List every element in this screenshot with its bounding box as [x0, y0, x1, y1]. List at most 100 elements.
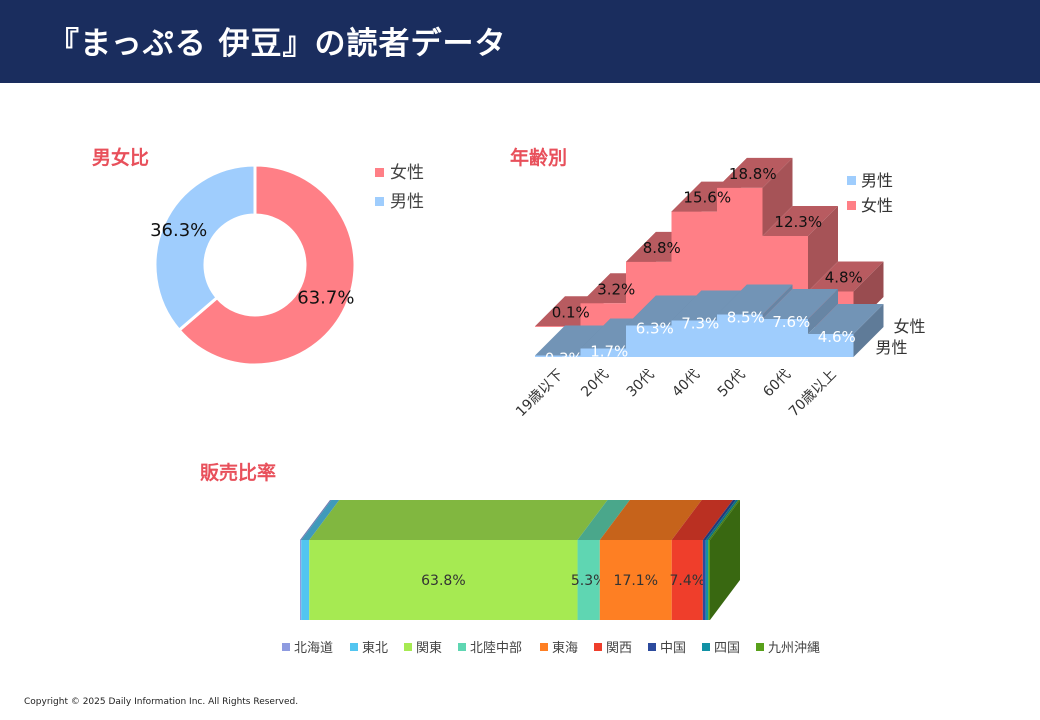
sales-legend-label-7: 四国 [714, 641, 740, 656]
sales-segment-2 [309, 540, 578, 620]
sales-segment-1 [301, 540, 310, 620]
male-value-label-4: 8.5% [727, 309, 765, 327]
age-chart-title: 年齢別 [510, 147, 568, 169]
age-legend-swatch-1 [847, 201, 856, 210]
age-category-label-2: 30代 [624, 367, 658, 401]
donut-slice-0 [177, 163, 357, 367]
sales-top-5 [671, 500, 733, 540]
age-legend-label-1: 女性 [861, 196, 893, 215]
female-riser-4 [762, 157, 793, 236]
sales-top-2 [309, 500, 608, 540]
male-riser-5 [808, 289, 838, 334]
sales-legend-label-3: 北陸中部 [470, 640, 522, 656]
sales-value-label-4: 17.1% [614, 573, 658, 589]
male-value-label-0: 0.3% [545, 350, 583, 368]
age-category-label-0: 19歳以下 [513, 367, 567, 421]
sales-legend-label-6: 中国 [660, 641, 686, 656]
sales-top-7 [705, 500, 739, 540]
sales-segment-4 [599, 540, 672, 620]
sales-legend-label-8: 九州沖縄 [768, 641, 820, 656]
female-value-label-2: 8.8% [643, 239, 681, 257]
age-category-label-4: 50代 [715, 367, 749, 401]
male-area [535, 314, 854, 357]
sales-segment-3 [577, 540, 600, 620]
male-top-3 [671, 290, 747, 321]
legend-swatch-1 [375, 197, 384, 206]
gender-chart-title: 男女比 [92, 147, 150, 169]
female-riser-5 [808, 206, 838, 292]
sales-legend-swatch-5 [594, 643, 602, 651]
male-value-label-6: 4.6% [818, 328, 856, 346]
male-top-0 [535, 325, 611, 356]
sales-side-face [710, 500, 740, 620]
female-value-label-1: 3.2% [597, 280, 635, 298]
sales-legend-label-5: 関西 [606, 641, 632, 656]
sales-legend-swatch-3 [458, 643, 466, 651]
sales-segment-5 [671, 540, 703, 620]
sales-value-label-2: 63.8% [421, 573, 465, 589]
sales-legend-swatch-2 [404, 643, 412, 651]
male-top-4 [717, 284, 793, 315]
copyright-text: Copyright © 2025 Daily Information Inc. … [24, 697, 299, 707]
page-header: 『まっぷる 伊豆』の読者データ [0, 0, 1040, 83]
donut-value-label-0: 63.7% [297, 288, 354, 309]
male-top-5 [762, 289, 838, 319]
female-value-label-4: 18.8% [729, 165, 777, 183]
sales-chart-title: 販売比率 [200, 462, 277, 484]
sales-top-0 [300, 500, 332, 540]
sales-legend-label-1: 東北 [362, 640, 388, 656]
donut-slice-1 [153, 163, 257, 333]
sales-legend-swatch-6 [648, 643, 656, 651]
sales-segment-7 [705, 540, 709, 620]
sales-legend-swatch-7 [702, 643, 710, 651]
sales-segment-6 [702, 540, 706, 620]
sales-value-label-3: 5.3% [571, 573, 607, 589]
female-value-label-5: 12.3% [774, 213, 822, 231]
sales-legend-label-0: 北海道 [294, 641, 333, 656]
legend-label-0: 女性 [390, 163, 424, 183]
legend-swatch-0 [375, 168, 384, 177]
sales-top-6 [702, 500, 736, 540]
page-title: 『まっぷる 伊豆』の読者データ [48, 26, 507, 62]
sales-legend-swatch-4 [540, 643, 548, 651]
sales-legend-swatch-1 [350, 643, 358, 651]
male-value-label-3: 7.3% [681, 315, 719, 333]
sales-legend-label-2: 関東 [416, 640, 442, 656]
female-value-label-6: 4.8% [825, 268, 863, 286]
age-category-label-6: 70歳以上 [786, 367, 840, 421]
sales-top-1 [301, 500, 340, 540]
female-top-5 [762, 206, 838, 236]
male-riser-4 [762, 284, 793, 319]
sales-segment-0 [300, 540, 302, 620]
sales-top-4 [599, 500, 702, 540]
male-value-label-5: 7.6% [772, 313, 810, 331]
age-3d-area-chart: 0.1% 0.3% 3.2% 1.7% 8.8% 6.3% 15.6% 7.3% 18.8% 8.… [513, 157, 926, 421]
sales-value-label-5: 7.4% [670, 573, 706, 589]
donut-value-label-1: 36.3% [150, 220, 207, 241]
age-legend-label-0: 男性 [861, 171, 893, 190]
sales-legend-swatch-8 [756, 643, 764, 651]
age-category-label-5: 60代 [760, 367, 794, 401]
female-top-6 [808, 261, 884, 292]
male-side-face [853, 304, 884, 357]
sales-legend-swatch-0 [282, 643, 290, 651]
male-value-label-2: 6.3% [636, 320, 674, 338]
female-top-4 [717, 157, 793, 188]
age-category-label-1: 20代 [578, 367, 612, 401]
female-value-label-3: 15.6% [683, 189, 731, 207]
legend-label-1: 男性 [390, 192, 424, 212]
sales-top-3 [577, 500, 630, 540]
male-value-label-1: 1.7% [590, 343, 628, 361]
sales-segment-8 [708, 540, 710, 620]
male-top-6 [808, 304, 884, 334]
age-category-label-3: 40代 [669, 367, 703, 401]
depth-label-male: 男性 [876, 338, 908, 357]
age-legend-swatch-0 [847, 176, 856, 185]
depth-label-female: 女性 [894, 317, 926, 336]
female-value-label-0: 0.1% [552, 303, 590, 321]
sales-3d-stacked-bar-chart: 63.8% 5.3% 17.1% 7.4% 北海道 東北 関東 北陸中部 東海 関西 中国 四国 九州沖… [282, 500, 820, 656]
sales-top-8 [708, 500, 740, 540]
sales-legend-label-4: 東海 [552, 640, 578, 656]
male-top-2 [626, 295, 702, 326]
